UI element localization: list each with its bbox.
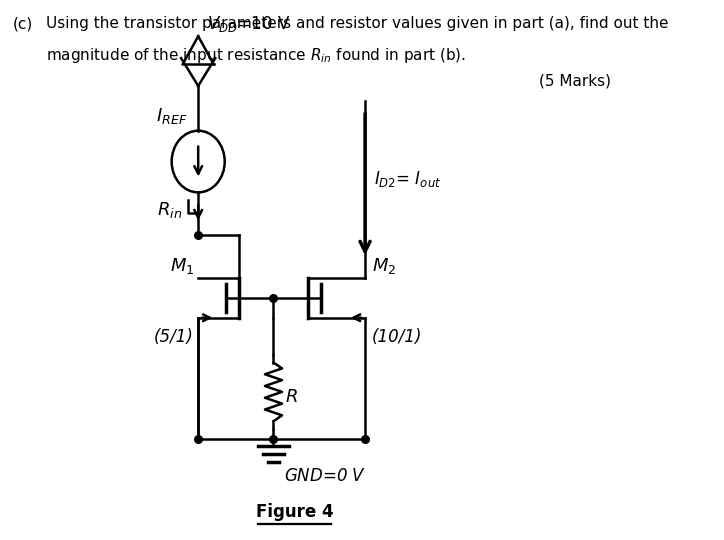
Text: Using the transistor parameters and resistor values given in part (a), find out : Using the transistor parameters and resi… <box>46 16 668 31</box>
Text: $R$: $R$ <box>285 388 298 406</box>
Text: (5 Marks): (5 Marks) <box>539 73 610 88</box>
Text: $I_{REF}$: $I_{REF}$ <box>156 106 188 126</box>
Text: Figure 4: Figure 4 <box>256 503 333 521</box>
Text: (c): (c) <box>12 16 33 31</box>
Text: (5/1): (5/1) <box>154 328 194 346</box>
Text: $V_{DD}$=10 V: $V_{DD}$=10 V <box>207 14 290 34</box>
Text: $GND$=0 V: $GND$=0 V <box>284 467 366 485</box>
Text: $M_1$: $M_1$ <box>169 256 194 276</box>
Text: $M_2$: $M_2$ <box>372 256 396 276</box>
Text: magnitude of the input resistance $R_{in}$ found in part (b).: magnitude of the input resistance $R_{in… <box>46 46 466 65</box>
Text: $R_{in}$: $R_{in}$ <box>157 200 182 220</box>
Text: $I_{D2}$= $I_{out}$: $I_{D2}$= $I_{out}$ <box>374 170 441 190</box>
Text: (10/1): (10/1) <box>372 328 422 346</box>
